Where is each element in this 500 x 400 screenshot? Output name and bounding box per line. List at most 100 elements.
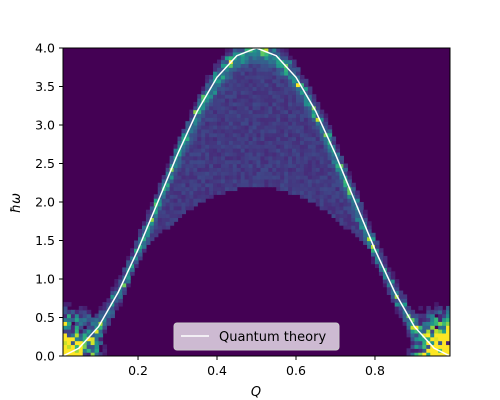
heatmap-cell — [193, 175, 198, 180]
heatmap-cell — [244, 90, 250, 95]
heatmap-cell — [288, 171, 293, 176]
heatmap-cell — [327, 128, 333, 134]
heatmap-cell — [339, 163, 344, 168]
heatmap-cell — [311, 148, 317, 153]
heatmap-cell — [272, 78, 277, 84]
heatmap-cell — [228, 117, 234, 122]
heatmap-cell — [303, 94, 309, 99]
heatmap-cell — [351, 217, 356, 222]
heatmap-cell — [252, 86, 258, 91]
heatmap-cell — [232, 63, 238, 68]
heatmap-cell — [252, 144, 258, 149]
heatmap-cell — [240, 159, 246, 165]
heatmap-cell — [268, 128, 273, 134]
heatmap-cell — [169, 155, 175, 161]
heatmap-cell — [292, 121, 297, 126]
heatmap-cell — [244, 55, 250, 61]
heatmap-cell — [220, 151, 226, 157]
heatmap-cell — [157, 186, 163, 192]
heatmap-cell — [359, 217, 364, 222]
heatmap-cell — [193, 155, 198, 161]
heatmap-cell — [205, 78, 210, 84]
heatmap-cell — [197, 155, 202, 161]
heatmap-cell — [217, 167, 222, 172]
heatmap-cell — [315, 151, 321, 157]
heatmap-cell — [63, 305, 68, 311]
heatmap-cell — [74, 329, 80, 334]
heatmap-cell — [284, 167, 289, 172]
heatmap-cell — [268, 140, 273, 145]
heatmap-cell — [272, 148, 277, 153]
heatmap-cell — [299, 186, 305, 192]
heatmap-cell — [220, 148, 226, 153]
heatmap-cell — [303, 109, 309, 115]
heatmap-cell — [347, 213, 352, 218]
heatmap-cell — [102, 348, 108, 353]
heatmap-cell — [319, 113, 325, 118]
heatmap-cell — [165, 178, 171, 184]
heatmap-cell — [299, 94, 305, 99]
heatmap-cell — [299, 109, 305, 115]
heatmap-cell — [426, 336, 431, 342]
heatmap-cell — [438, 309, 443, 315]
heatmap-cell — [268, 155, 273, 161]
heatmap-cell — [426, 325, 431, 330]
heatmap-cell — [224, 140, 230, 145]
heatmap-cell — [256, 140, 262, 145]
heatmap-cell — [236, 144, 242, 149]
heatmap-cell — [323, 182, 329, 188]
heatmap-cell — [260, 90, 265, 95]
heatmap-cell — [228, 67, 234, 72]
heatmap-cell — [299, 101, 305, 107]
heatmap-cell — [248, 132, 254, 138]
heatmap-cell — [268, 67, 273, 72]
heatmap-cell — [315, 194, 321, 199]
heatmap-cell — [185, 155, 190, 161]
heatmap-cell — [248, 74, 254, 80]
heatmap-cell — [303, 167, 309, 172]
heatmap-cell — [434, 321, 439, 326]
heatmap-cell — [256, 117, 262, 122]
heatmap-cell — [414, 344, 420, 349]
heatmap-cell — [268, 63, 273, 68]
heatmap-cell — [331, 209, 337, 215]
heatmap-cell — [295, 186, 301, 192]
heatmap-cell — [70, 344, 76, 349]
heatmap-cell — [351, 221, 356, 226]
heatmap-cell — [248, 178, 254, 184]
heatmap-cell — [406, 305, 412, 311]
heatmap-cell — [177, 151, 183, 157]
heatmap-cell — [244, 63, 250, 68]
heatmap-cell — [303, 178, 309, 184]
heatmap-cell — [295, 159, 301, 165]
heatmap-cell — [63, 317, 68, 322]
heatmap-cell — [268, 163, 273, 168]
heatmap-cell — [70, 325, 76, 330]
heatmap-cell — [130, 271, 135, 276]
heatmap-cell — [181, 202, 187, 207]
heatmap-cell — [224, 86, 230, 91]
heatmap-cell — [295, 90, 301, 95]
heatmap-cell — [307, 121, 313, 126]
heatmap-cell — [240, 109, 246, 115]
heatmap-cell — [264, 109, 269, 115]
heatmap-cell — [209, 86, 214, 91]
heatmap-cell — [272, 101, 277, 107]
heatmap-cell — [122, 290, 127, 295]
heatmap-cell — [236, 63, 242, 68]
heatmap-cell — [311, 182, 317, 188]
heatmap-cell — [331, 163, 337, 168]
heatmap-cell — [74, 317, 80, 322]
heatmap-cell — [138, 232, 143, 238]
heatmap-cell — [209, 140, 214, 145]
x-axis-label: Q — [251, 385, 261, 400]
heatmap-cell — [217, 59, 222, 64]
heatmap-cell — [260, 55, 265, 61]
heatmap-cell — [94, 344, 100, 349]
heatmap-cell — [153, 232, 159, 238]
heatmap-cell — [280, 121, 285, 126]
heatmap-cell — [74, 321, 80, 326]
heatmap-cell — [418, 329, 423, 334]
heatmap-cell — [130, 252, 135, 257]
heatmap-cell — [311, 121, 317, 126]
